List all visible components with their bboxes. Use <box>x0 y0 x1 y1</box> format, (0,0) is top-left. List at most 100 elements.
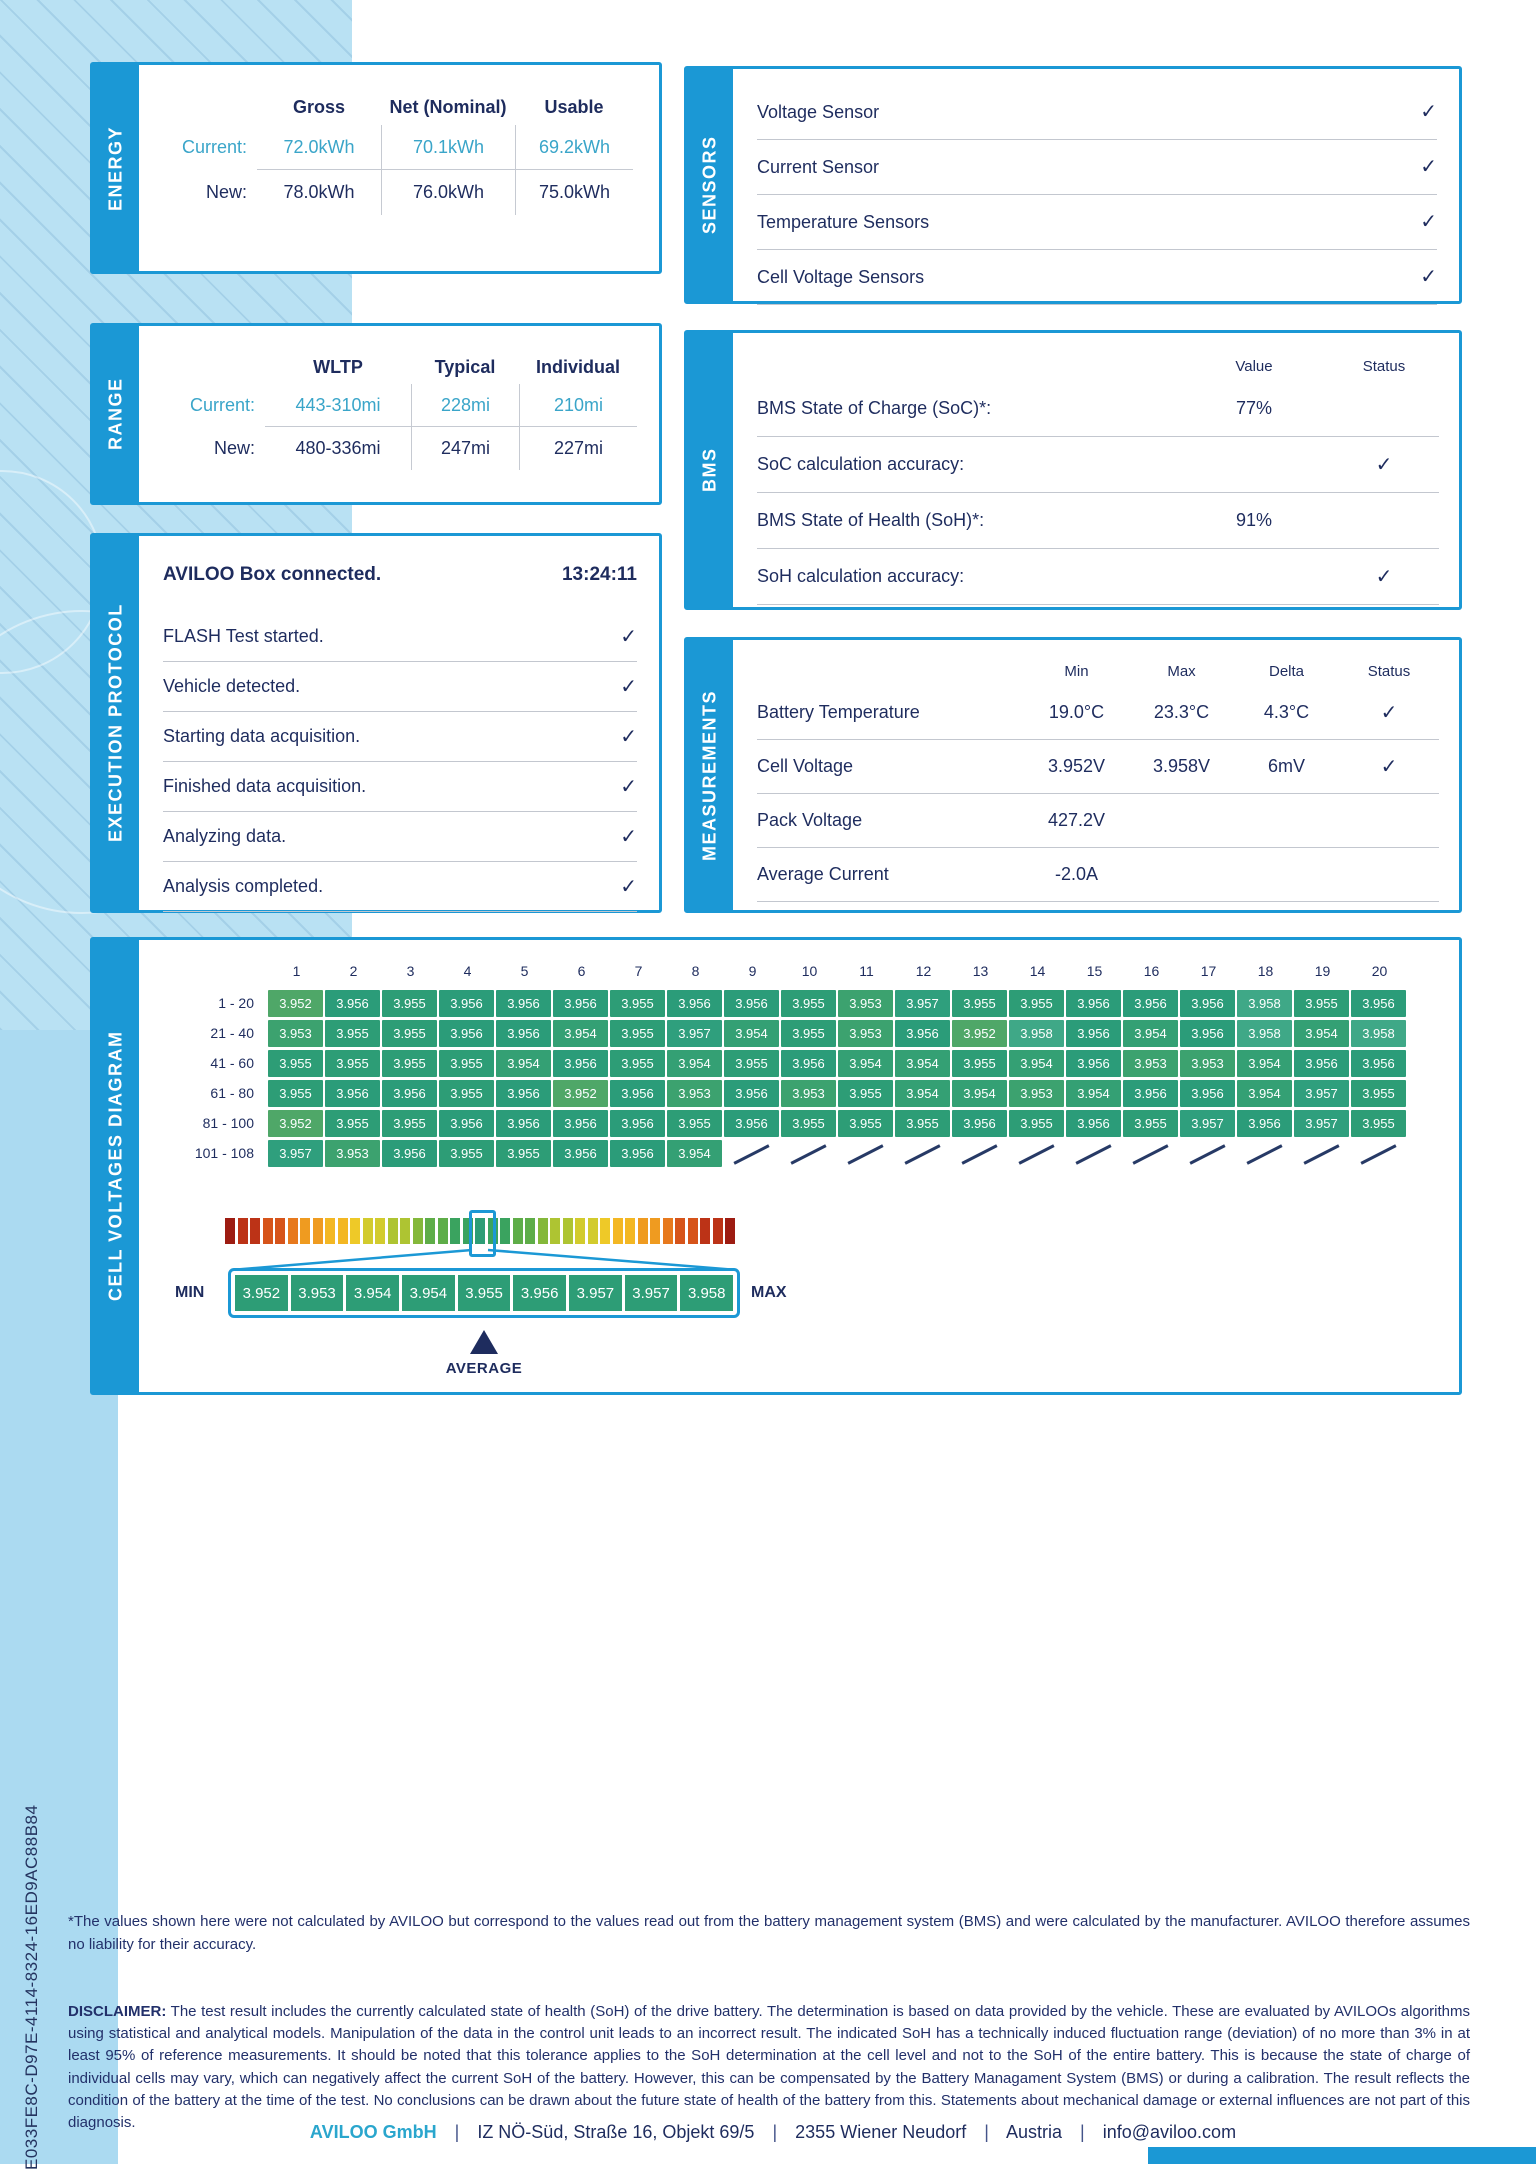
bms-band-label: BMS <box>699 447 720 493</box>
cell-voltage-cell: 3.956 <box>1294 1049 1349 1077</box>
check-icon: ✓ <box>620 675 637 698</box>
range-table: WLTP Typical Individual Current: 443-310… <box>153 350 659 470</box>
protocol-header-label: AVILOO Box connected. <box>163 564 382 585</box>
range-value: 228mi <box>411 384 519 426</box>
disclaimer-paragraph: DISCLAIMER: The test result includes the… <box>68 2001 1470 2134</box>
scale-segment <box>487 1218 498 1244</box>
measurement-label: Cell Voltage <box>757 756 854 776</box>
cell-voltage-cell: 3.956 <box>1351 989 1406 1017</box>
email-link[interactable]: info@aviloo.com <box>1102 2122 1237 2142</box>
sensor-row: Cell Voltage Sensors ✓ <box>757 250 1437 305</box>
cell-voltage-cell: 3.957 <box>1294 1079 1349 1107</box>
scale-segment <box>687 1218 698 1244</box>
grid-column-header: 2 <box>349 963 358 979</box>
cell-voltage-cell: 3.956 <box>496 1019 551 1047</box>
scale-segment <box>587 1218 598 1244</box>
range-value: 443-310mi <box>295 394 381 415</box>
magnifier-cell: 3.952 <box>235 1275 288 1311</box>
scale-segment <box>612 1218 623 1244</box>
range-value: 247mi <box>411 426 519 470</box>
scale-segment <box>562 1218 573 1244</box>
disclaimer-text: The test result includes the currently c… <box>68 2003 1470 2131</box>
cell-voltage-cell: 3.956 <box>496 1079 551 1107</box>
measurements-status-header: Status <box>1367 662 1411 680</box>
report-id-vertical: E033FE8C-D97E-4114-8324-16ED9AC88B84 <box>22 1804 41 2170</box>
cell-voltage-cell: 3.956 <box>1123 989 1178 1017</box>
bms-panel: BMS Value Status BMS State of Charge (So… <box>684 330 1462 610</box>
city: 2355 Wiener Neudorf <box>795 2122 967 2142</box>
sensor-row: Current Sensor ✓ <box>757 140 1437 195</box>
grid-column-header: 1 <box>292 963 301 979</box>
cell-voltage-cell: 3.952 <box>553 1079 608 1107</box>
sensor-label: Cell Voltage Sensors <box>757 266 925 287</box>
scale-segment <box>237 1218 248 1244</box>
scale-segment <box>312 1218 323 1244</box>
empty-cell-slash-icon <box>1180 1140 1235 1167</box>
cell-voltage-cell: 3.956 <box>553 1049 608 1077</box>
protocol-step-row: Finished data acquisition. ✓ <box>163 762 637 812</box>
cell-voltage-cell: 3.953 <box>1123 1049 1178 1077</box>
measurement-label: Average Current <box>757 864 889 884</box>
bms-row-label: BMS State of Health (SoH)*: <box>757 510 985 530</box>
cell-voltage-cell: 3.956 <box>1237 1109 1292 1137</box>
range-value: 210mi <box>519 384 637 426</box>
check-icon: ✓ <box>620 725 637 748</box>
energy-row-label: Current: <box>181 136 247 157</box>
cell-voltage-cell: 3.953 <box>781 1079 836 1107</box>
magnifier-cell: 3.953 <box>290 1275 344 1311</box>
cell-voltage-cell: 3.956 <box>553 1139 608 1167</box>
measurements-min-header: Min <box>1064 662 1089 680</box>
sensor-row: Temperature Sensors ✓ <box>757 195 1437 250</box>
range-header-typical: Typical <box>434 356 496 377</box>
magnifier-cell: 3.957 <box>569 1275 622 1311</box>
check-icon: ✓ <box>1375 565 1393 588</box>
check-icon: ✓ <box>1420 156 1437 178</box>
scale-segment <box>637 1218 648 1244</box>
check-icon: ✓ <box>620 625 637 648</box>
street-address: IZ NÖ-Süd, Straße 16, Objekt 69/5 <box>477 2122 755 2142</box>
measurement-max: 23.3°C <box>1153 702 1210 722</box>
cell-voltage-cell: 3.955 <box>325 1109 380 1137</box>
cell-voltage-cell: 3.954 <box>1009 1049 1064 1077</box>
cell-voltage-cell: 3.955 <box>1009 989 1064 1017</box>
cell-voltage-cell: 3.954 <box>1294 1019 1349 1047</box>
cell-voltage-grid: 1 2 3 4 5 6 7 8 9 10 11 12 13 14 15 16 17 18 19 20 1 - 20 3.9… <box>150 954 1408 1168</box>
average-marker-icon <box>470 1330 498 1354</box>
measurement-min: -2.0A <box>1054 864 1099 884</box>
cell-voltage-cell: 3.957 <box>667 1019 722 1047</box>
check-icon: ✓ <box>1380 755 1398 778</box>
check-icon: ✓ <box>1420 211 1437 233</box>
check-icon: ✓ <box>1420 101 1437 123</box>
grid-column-header: 3 <box>406 963 415 979</box>
protocol-step-label: FLASH Test started. <box>163 626 324 646</box>
cell-voltage-cell: 3.955 <box>724 1049 779 1077</box>
scale-segment <box>575 1218 585 1244</box>
protocol-step-row: Analysis completed. ✓ <box>163 862 637 912</box>
cell-voltage-cell: 3.955 <box>382 1049 437 1077</box>
empty-cell-slash-icon <box>952 1140 1007 1167</box>
energy-header-usable: Usable <box>544 96 604 117</box>
range-value: 227mi <box>519 426 637 470</box>
range-row-label: New: <box>213 437 255 458</box>
sensor-label: Current Sensor <box>757 156 880 177</box>
measurements-delta-header: Delta <box>1268 662 1305 680</box>
energy-table: Gross Net (Nominal) Usable Current: 72.0… <box>153 89 659 215</box>
cell-voltage-cell: 3.956 <box>553 989 608 1017</box>
range-row-label: Current: <box>189 394 255 415</box>
grid-column-header: 12 <box>915 963 932 979</box>
cell-voltage-cell: 3.956 <box>439 1109 494 1137</box>
cell-voltage-cell: 3.956 <box>610 1079 665 1107</box>
cell-voltage-cell: 3.954 <box>952 1079 1007 1107</box>
measurements-rows: Battery Temperature 19.0°C 23.3°C 4.3°C ✓ Cel… <box>757 686 1439 902</box>
measurement-row: Pack Voltage 427.2V <box>757 794 1439 848</box>
sensors-panel: SENSORS Voltage Sensor ✓ Current Sensor ✓ Te… <box>684 66 1462 305</box>
bms-value-header: Value <box>1235 357 1273 375</box>
grid-row-label: 101 - 108 <box>194 1145 254 1161</box>
scale-segment <box>650 1218 660 1244</box>
cell-voltage-cell: 3.955 <box>382 989 437 1017</box>
grid-column-header: 6 <box>577 963 586 979</box>
cell-voltage-cell: 3.955 <box>496 1139 551 1167</box>
cell-voltage-cell: 3.956 <box>325 1079 380 1107</box>
cell-voltage-cell: 3.955 <box>781 1019 836 1047</box>
energy-band-label: ENERGY <box>105 125 126 211</box>
